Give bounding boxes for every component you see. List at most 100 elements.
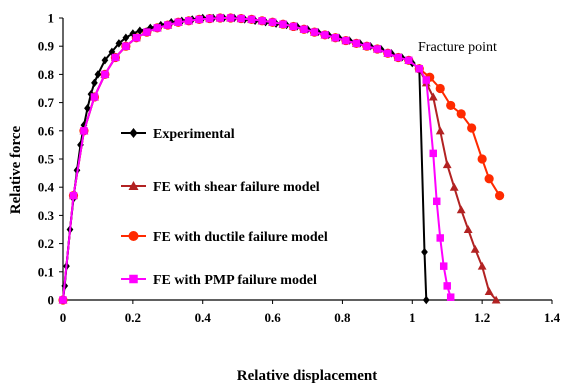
data-point [101,70,109,79]
data-point [289,22,298,31]
data-point [115,39,123,48]
data-point [80,127,88,135]
data-point [435,83,445,94]
data-point [226,14,235,22]
data-point [300,25,308,34]
y-tick-label: 0.4 [38,180,55,195]
data-point [108,47,116,57]
data-point [111,53,120,62]
data-point [456,205,466,214]
data-point [422,76,430,84]
data-point [237,14,245,23]
data-point [363,42,371,50]
data-point [495,191,505,201]
data-point [331,34,340,42]
data-point [216,14,224,22]
data-point [456,109,466,119]
data-point [153,24,162,32]
data-point [143,28,151,36]
y-axis-title: Relative force [8,125,24,214]
data-point [373,45,382,53]
data-point [384,49,392,57]
data-point [128,181,139,190]
x-axis-title: Relative displacement [237,368,377,384]
data-point [484,174,494,184]
legend-label: FE with PMP failure model [153,273,317,288]
data-point [132,34,141,42]
data-point [90,93,99,101]
y-tick-label: 0.8 [38,67,55,82]
y-tick-label: 0.3 [38,208,55,223]
x-tick-label: 0 [60,310,67,325]
y-tick-label: 1 [48,11,55,26]
y-ticks: 0 0.1 0.2 0.3 0.4 0.5 0.6 0.7 0.8 0.9 1 [38,11,63,308]
data-point [185,17,193,25]
series-group [58,13,505,305]
y-tick-label: 0.7 [38,95,55,110]
data-point [436,234,444,242]
data-point [491,295,501,304]
data-point [122,33,130,42]
data-point [467,123,477,133]
data-point [484,287,494,296]
data-point [321,31,329,39]
data-point [258,17,266,25]
x-ticks: 0 0.2 0.4 0.6 0.8 1 1.2 1.4 [60,300,561,325]
data-point [146,23,154,33]
x-tick-label: 1.2 [474,310,490,325]
data-point [84,104,91,113]
data-point [435,126,445,135]
data-point [128,231,139,241]
data-point [122,42,130,50]
x-tick-label: 0.2 [125,310,141,325]
y-tick-label: 0.6 [38,123,55,138]
y-tick-label: 0.2 [38,236,54,251]
data-point [164,21,172,29]
data-point [463,225,473,234]
data-point [129,128,138,138]
data-point [91,78,98,88]
data-point [443,282,451,290]
data-point [195,15,203,24]
series-line [62,17,497,301]
data-point [394,53,403,62]
data-point [136,26,144,35]
y-tick-label: 0 [48,293,55,308]
data-point [477,154,487,164]
data-point [415,65,424,73]
legend-label: Experimental [153,127,235,142]
y-tick-label: 0.9 [38,39,55,54]
data-point [405,56,413,65]
data-point [446,293,455,301]
data-point [477,261,487,270]
data-point [279,20,287,28]
series-square [59,14,455,304]
data-point [174,18,183,26]
legend: Experimental FE with shear failure model F… [121,127,328,288]
data-point [428,92,438,101]
series-line [62,17,452,301]
data-point [439,262,448,270]
x-tick-label: 1 [409,310,416,325]
data-point [442,160,452,169]
fracture-point-annotation: Fracture point [418,40,497,55]
data-point [429,149,437,158]
series-circle [58,13,505,305]
data-point [470,244,480,253]
data-point [352,39,361,48]
data-point [421,247,428,257]
y-tick-label: 0.5 [38,152,55,167]
data-point [69,191,78,200]
data-point [446,100,456,111]
data-point [101,56,109,65]
x-tick-label: 1.4 [544,310,561,325]
data-point [59,296,67,304]
data-point [310,28,319,36]
x-tick-label: 0.4 [195,310,212,325]
data-point [449,182,459,191]
x-tick-label: 0.6 [264,310,281,325]
data-point [247,15,256,24]
data-point [129,274,138,284]
data-point [432,197,441,206]
